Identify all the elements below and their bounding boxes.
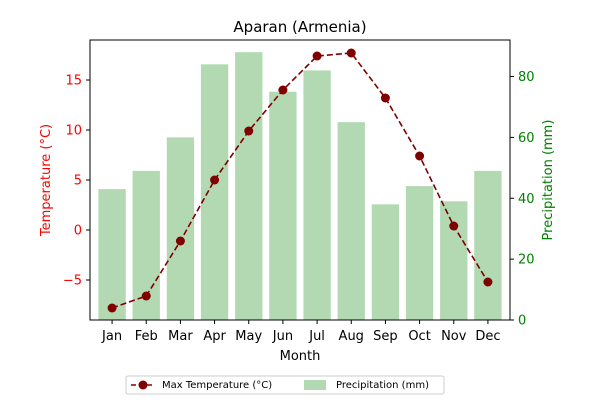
temperature-point-feb bbox=[141, 291, 151, 301]
x-tick-label-apr: Apr bbox=[203, 329, 226, 344]
x-tick-label-oct: Oct bbox=[408, 329, 430, 344]
bar-oct bbox=[405, 186, 434, 320]
y-left-tick-label: −5 bbox=[63, 274, 82, 289]
bar-jul bbox=[303, 70, 331, 320]
bar-dec bbox=[474, 170, 502, 320]
y-right-tick-label: 0 bbox=[518, 314, 526, 329]
y-axis-label-right: Precipitation (mm) bbox=[541, 120, 556, 241]
temperature-point-nov bbox=[449, 221, 459, 231]
legend-marker-swatch bbox=[138, 380, 148, 390]
y-axis-left: −5 0 5 10 15 bbox=[63, 74, 90, 289]
legend-bar-swatch bbox=[304, 380, 326, 390]
temperature-point-jan bbox=[107, 303, 117, 313]
x-tick-label-jan: Jan bbox=[101, 329, 122, 344]
legend-label-temperature: Max Temperature (°C) bbox=[162, 380, 272, 391]
temperature-point-dec bbox=[483, 277, 493, 287]
bar-may bbox=[235, 52, 263, 320]
legend: Max Temperature (°C) Precipitation (mm) bbox=[125, 375, 445, 395]
legend-label-precipitation: Precipitation (mm) bbox=[336, 380, 429, 391]
bar-mar bbox=[166, 137, 195, 320]
y-left-tick-label: 5 bbox=[74, 174, 82, 189]
y-left-tick-label: 15 bbox=[65, 74, 82, 89]
y-axis-label-left: Temperature (°C) bbox=[39, 124, 54, 237]
temperature-point-may bbox=[244, 126, 254, 136]
y-axis-right: 0 20 40 60 80 bbox=[510, 70, 535, 329]
x-tick-label-may: May bbox=[235, 329, 262, 344]
bar-apr bbox=[200, 64, 229, 320]
legend-frame bbox=[125, 375, 445, 395]
bar-aug bbox=[337, 122, 365, 320]
temperature-point-oct bbox=[415, 151, 425, 161]
y-left-tick-label: 10 bbox=[65, 124, 82, 139]
bar-sep bbox=[371, 204, 400, 320]
chart-title: Aparan (Armenia) bbox=[233, 18, 366, 36]
y-left-tick-label: 0 bbox=[74, 224, 82, 239]
x-tick-label-mar: Mar bbox=[168, 329, 193, 344]
x-tick-label-sep: Sep bbox=[373, 329, 398, 344]
temperature-line bbox=[111, 52, 489, 309]
y-right-tick-label: 60 bbox=[518, 131, 535, 146]
bars-layer bbox=[98, 52, 502, 320]
temperature-point-aug bbox=[346, 48, 356, 58]
x-tick-label-jul: Jul bbox=[308, 329, 325, 344]
x-axis: Jan Feb Mar Apr May Jun Jul Aug Sep Oct Nov Dec bbox=[101, 320, 500, 344]
x-tick-label-jun: Jun bbox=[272, 329, 293, 344]
temperature-point-mar bbox=[175, 236, 185, 246]
temperature-point-sep bbox=[380, 93, 390, 103]
x-tick-label-feb: Feb bbox=[135, 329, 158, 344]
x-axis-label: Month bbox=[280, 349, 321, 364]
y-right-tick-label: 20 bbox=[518, 253, 535, 268]
x-tick-label-dec: Dec bbox=[475, 329, 500, 344]
bar-nov bbox=[440, 201, 468, 320]
temperature-point-apr bbox=[210, 175, 220, 185]
y-right-tick-label: 80 bbox=[518, 70, 535, 85]
bar-jan bbox=[98, 189, 126, 320]
x-tick-label-nov: Nov bbox=[441, 329, 467, 344]
bar-jun bbox=[269, 91, 297, 320]
y-right-tick-label: 40 bbox=[518, 192, 535, 207]
temperature-point-jul bbox=[312, 51, 322, 61]
temperature-point-jun bbox=[278, 85, 288, 95]
x-tick-label-aug: Aug bbox=[339, 329, 364, 344]
line-layer bbox=[107, 48, 493, 313]
